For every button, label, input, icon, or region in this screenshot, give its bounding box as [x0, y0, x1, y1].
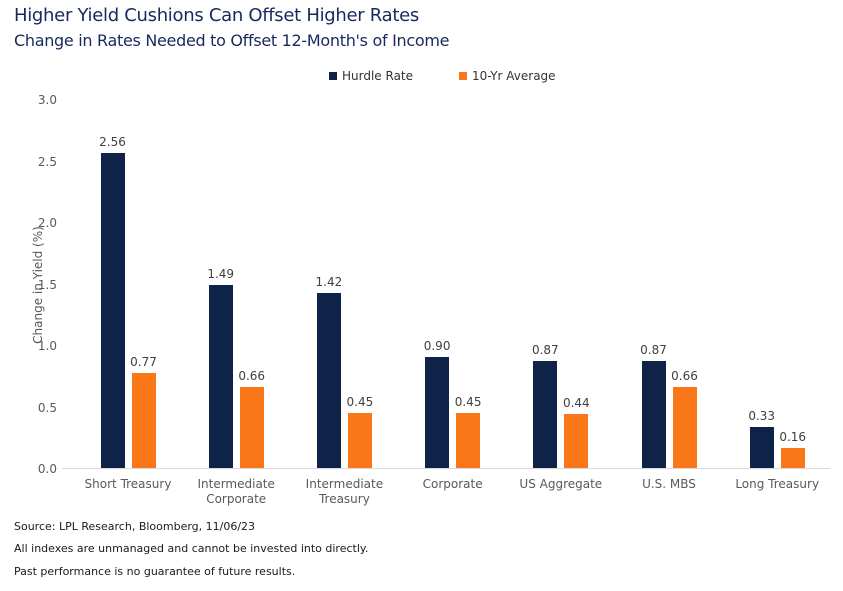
x-category-label: Corporate: [422, 477, 483, 491]
bar-value-label: 1.42: [315, 275, 343, 289]
bar-10yr-average: [131, 373, 156, 468]
y-tick-label: 0.5: [37, 400, 57, 415]
y-tick-label: 2.0: [37, 216, 57, 230]
y-tick-label: 0.0: [37, 462, 57, 476]
bar-value-label: 2.56: [99, 135, 126, 149]
bar-hurdle-rate: [749, 427, 774, 468]
bar-value-label: 0.77: [130, 355, 157, 369]
bar-hurdle-rate: [100, 153, 125, 468]
x-category-label: Short Treasury: [84, 477, 172, 491]
legend: Hurdle Rate 10-Yr Average: [329, 69, 556, 83]
bar-hurdle-rate: [641, 361, 666, 468]
bar-group: 1.49 0.66: [207, 99, 266, 468]
bar-group: 0.87 0.44: [531, 99, 590, 468]
x-category-label: US Aggregate: [519, 477, 603, 491]
plot-area: 2.56 0.77 1.49 0.66 1.42 0.45 0.90 0.45 0.87 0.44…: [62, 100, 830, 469]
bar-value-label: 0.45: [346, 395, 374, 409]
footer-disclaimer-2: Past performance is no guarantee of futu…: [14, 565, 296, 578]
bar-group: 1.42 0.45: [315, 99, 374, 468]
bar-value-label: 0.45: [454, 395, 482, 409]
bar-value-label: 0.66: [238, 369, 266, 383]
x-category-label: U.S. MBS: [642, 477, 696, 491]
bar-10yr-average: [780, 448, 805, 468]
bar-value-label: 0.44: [562, 396, 590, 410]
x-category-label: Intermediate Corporate: [197, 477, 275, 506]
bar-group: 0.87 0.66: [640, 99, 698, 468]
bar-value-label: 1.49: [207, 267, 235, 281]
bar-group: 0.33 0.16: [748, 99, 807, 468]
legend-item-10yr-average: 10-Yr Average: [459, 69, 556, 83]
bar-group: 0.90 0.45: [423, 99, 482, 468]
bar-10yr-average: [347, 413, 372, 468]
bar-value-label: 0.33: [748, 409, 776, 423]
bar-value-label: 0.90: [423, 339, 451, 353]
footer-disclaimer-1: All indexes are unmanaged and cannot be …: [14, 542, 369, 555]
bar-group: 2.56 0.77: [99, 99, 157, 468]
chart-subtitle: Change in Rates Needed to Offset 12-Mont…: [14, 31, 450, 50]
y-tick-label: 2.5: [37, 154, 57, 169]
y-tick-label: 3.0: [37, 93, 57, 107]
bar-10yr-average: [239, 387, 264, 468]
bar-hurdle-rate: [316, 293, 341, 468]
x-category-label: Intermediate Treasury: [305, 477, 384, 506]
legend-item-hurdle-rate: Hurdle Rate: [329, 69, 413, 83]
chart-title: Higher Yield Cushions Can Offset Higher …: [14, 5, 419, 26]
bar-10yr-average: [564, 414, 589, 468]
hurdle-rate-swatch-icon: [329, 72, 337, 80]
x-category-label: Long Treasury: [735, 477, 820, 491]
bar-hurdle-rate: [533, 361, 558, 468]
y-tick-label: 1.0: [37, 339, 57, 353]
legend-label: Hurdle Rate: [342, 69, 414, 83]
y-tick-label: 1.5: [37, 277, 57, 292]
bar-value-label: 0.87: [531, 343, 559, 357]
bar-hurdle-rate: [425, 357, 450, 468]
bar-value-label: 0.16: [779, 430, 807, 444]
ten-yr-average-swatch-icon: [459, 72, 468, 80]
legend-label: 10-Yr Average: [472, 69, 556, 83]
bar-value-label: 0.87: [640, 343, 667, 357]
footer-source: Source: LPL Research, Bloomberg, 11/06/2…: [14, 520, 256, 533]
bar-10yr-average: [672, 387, 697, 468]
bar-10yr-average: [456, 413, 481, 468]
bar-value-label: 0.66: [671, 369, 698, 383]
bar-hurdle-rate: [208, 285, 233, 468]
